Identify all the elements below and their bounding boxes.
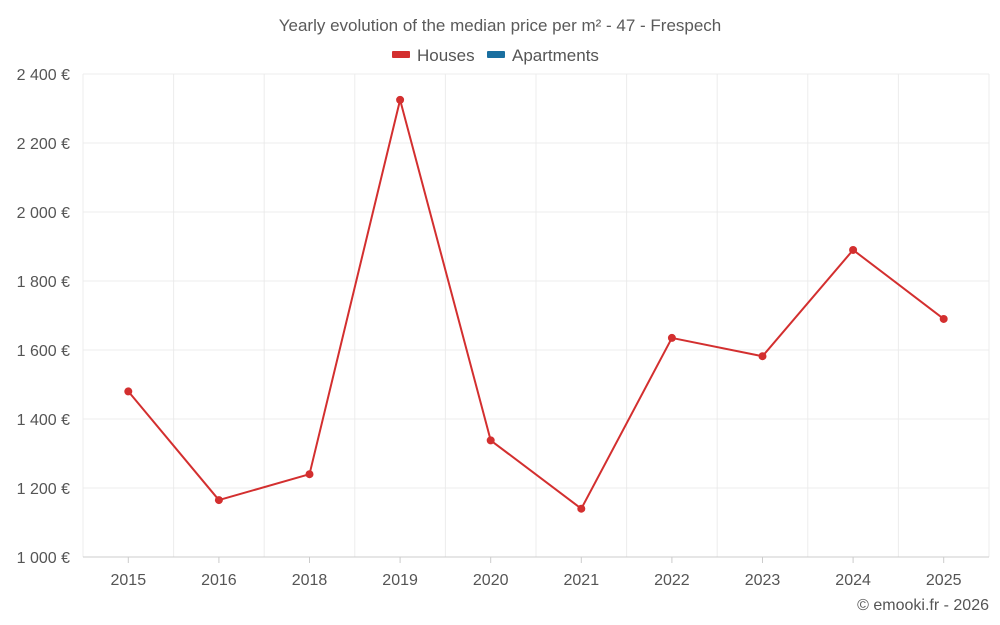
legend-item-houses[interactable]: Houses [392, 46, 475, 65]
x-tick-label: 2019 [382, 572, 418, 589]
data-point-houses[interactable] [577, 504, 586, 513]
data-point-houses[interactable] [214, 496, 223, 505]
legend-label-houses: Houses [417, 46, 475, 65]
series-houses [124, 95, 948, 513]
y-tick-label: 2 400 € [17, 67, 70, 84]
x-tick-label: 2024 [835, 572, 871, 589]
x-tick-label: 2015 [111, 572, 147, 589]
data-point-houses[interactable] [667, 333, 676, 342]
y-tick-label: 1 400 € [17, 412, 70, 429]
y-tick-label: 2 200 € [17, 136, 70, 153]
legend-label-apartments: Apartments [512, 46, 599, 65]
y-tick-label: 1 600 € [17, 343, 70, 360]
credit-text: © emooki.fr - 2026 [857, 597, 989, 614]
grid [82, 73, 990, 557]
data-point-houses[interactable] [124, 387, 133, 396]
data-point-houses[interactable] [939, 314, 948, 323]
x-tick-label: 2023 [745, 572, 781, 589]
y-tick-label: 1 800 € [17, 274, 70, 291]
x-tick-label: 2021 [564, 572, 600, 589]
x-axis: 2015 2016 2018 2019 2020 2021 2022 2023 2024 2025 [83, 556, 989, 589]
data-point-houses[interactable] [305, 470, 314, 479]
data-point-houses[interactable] [849, 245, 858, 254]
y-tick-label: 1 000 € [17, 550, 70, 567]
chart-title: Yearly evolution of the median price per… [279, 16, 722, 35]
x-tick-label: 2018 [292, 572, 328, 589]
x-tick-label: 2020 [473, 572, 509, 589]
x-tick-label: 2016 [201, 572, 237, 589]
x-tick-label: 2022 [654, 572, 690, 589]
legend-swatch-houses [392, 51, 410, 58]
y-tick-label: 1 200 € [17, 481, 70, 498]
x-tick-label: 2025 [926, 572, 962, 589]
legend-swatch-apartments [487, 51, 505, 58]
y-tick-label: 2 000 € [17, 205, 70, 222]
y-axis: 1 000 € 1 200 € 1 400 € 1 600 € 1 800 € 2 000… [17, 67, 70, 567]
data-point-houses[interactable] [486, 436, 495, 445]
legend-item-apartments[interactable]: Apartments [487, 46, 599, 65]
data-point-houses[interactable] [396, 95, 405, 104]
data-point-houses[interactable] [758, 352, 767, 361]
series-line-houses [127, 98, 945, 510]
legend: Houses Apartments [392, 46, 599, 65]
